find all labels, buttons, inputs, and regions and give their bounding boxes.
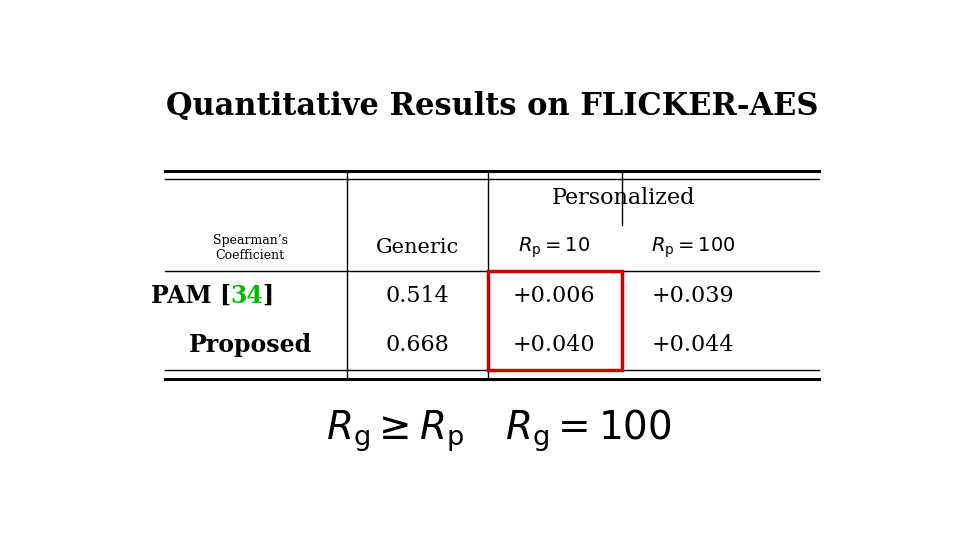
- Text: 0.668: 0.668: [386, 334, 449, 356]
- Bar: [489, 271, 622, 370]
- Text: Personalized: Personalized: [552, 187, 695, 209]
- Text: PAM [: PAM [: [152, 284, 231, 308]
- Text: Quantitative Results on FLICKER-AES: Quantitative Results on FLICKER-AES: [166, 91, 818, 122]
- Text: +0.006: +0.006: [513, 285, 595, 307]
- Text: Spearman’s
Coefficient: Spearman’s Coefficient: [213, 234, 288, 262]
- Text: 34: 34: [230, 284, 263, 308]
- Text: $R_\mathrm{g} = 100$: $R_\mathrm{g} = 100$: [505, 407, 672, 454]
- Text: +0.040: +0.040: [513, 334, 595, 356]
- Text: Proposed: Proposed: [188, 334, 312, 357]
- Text: 0.514: 0.514: [386, 285, 449, 307]
- Text: ]: ]: [262, 284, 274, 308]
- Text: $R_\mathrm{g} \geq R_\mathrm{p}$: $R_\mathrm{g} \geq R_\mathrm{p}$: [326, 408, 465, 454]
- Text: PAM [ 34 ]: PAM [ 34 ]: [180, 284, 321, 308]
- Text: Generic: Generic: [376, 238, 459, 257]
- Text: $R_\mathrm{p} = 10$: $R_\mathrm{p} = 10$: [517, 235, 589, 260]
- Text: $R_\mathrm{p} = 100$: $R_\mathrm{p} = 100$: [651, 235, 735, 260]
- Text: +0.044: +0.044: [652, 334, 734, 356]
- Text: +0.039: +0.039: [652, 285, 734, 307]
